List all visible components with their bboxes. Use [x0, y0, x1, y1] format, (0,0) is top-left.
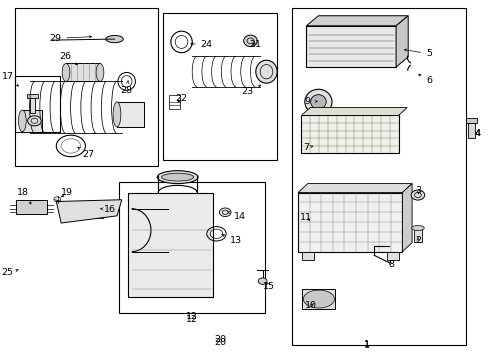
Polygon shape	[402, 184, 411, 252]
Text: 8: 8	[387, 260, 393, 269]
Bar	[77, 204, 103, 218]
Text: 21: 21	[249, 40, 261, 49]
Ellipse shape	[105, 36, 123, 42]
Text: 23: 23	[241, 85, 260, 95]
Text: 13: 13	[222, 234, 242, 246]
Text: 6: 6	[418, 74, 431, 85]
Ellipse shape	[411, 226, 424, 230]
Text: 12: 12	[186, 315, 198, 324]
Ellipse shape	[310, 95, 325, 109]
Bar	[66, 63, 100, 81]
Text: 5: 5	[404, 49, 431, 58]
Text: 29: 29	[49, 34, 91, 43]
Bar	[301, 116, 398, 153]
Bar	[163, 13, 277, 160]
Text: 19: 19	[61, 188, 73, 197]
Circle shape	[258, 278, 266, 284]
Polygon shape	[17, 200, 46, 215]
Bar	[291, 8, 466, 345]
Text: 12: 12	[186, 312, 198, 321]
Ellipse shape	[113, 102, 121, 127]
Bar	[302, 289, 335, 309]
Text: 20: 20	[214, 338, 226, 347]
Ellipse shape	[162, 173, 193, 181]
Polygon shape	[301, 108, 407, 116]
Bar	[128, 193, 213, 297]
Bar	[119, 182, 264, 313]
Polygon shape	[56, 200, 122, 223]
Circle shape	[28, 116, 41, 126]
Text: 22: 22	[175, 94, 187, 103]
Text: 24: 24	[190, 40, 212, 49]
Bar	[168, 95, 179, 109]
Bar	[297, 193, 402, 252]
Text: 2: 2	[414, 236, 420, 245]
Bar	[30, 98, 35, 113]
Bar	[466, 118, 476, 123]
Bar	[27, 94, 38, 98]
Bar	[386, 252, 398, 260]
Text: 20: 20	[214, 335, 226, 344]
Ellipse shape	[304, 89, 331, 114]
Circle shape	[219, 208, 230, 217]
Polygon shape	[395, 16, 407, 67]
Text: 10: 10	[305, 301, 317, 310]
Ellipse shape	[255, 60, 277, 83]
Ellipse shape	[96, 63, 103, 81]
Text: 4: 4	[474, 129, 480, 138]
Ellipse shape	[62, 63, 70, 81]
Text: 27: 27	[78, 147, 94, 159]
Text: 17: 17	[2, 72, 19, 86]
Bar	[15, 76, 60, 132]
Text: 14: 14	[227, 212, 245, 221]
Text: 9: 9	[304, 97, 317, 106]
Ellipse shape	[157, 171, 198, 184]
Bar	[305, 26, 395, 67]
Text: 1: 1	[363, 341, 369, 350]
Bar	[413, 228, 421, 242]
Bar	[15, 8, 158, 166]
Text: 7: 7	[303, 143, 312, 152]
Text: 1: 1	[363, 341, 369, 350]
Ellipse shape	[19, 110, 26, 132]
Text: 28: 28	[121, 80, 132, 95]
Text: 4: 4	[474, 129, 480, 138]
Polygon shape	[305, 16, 407, 26]
Text: 15: 15	[263, 282, 274, 291]
Circle shape	[410, 190, 424, 200]
Polygon shape	[297, 184, 411, 193]
Text: 18: 18	[17, 188, 31, 204]
Text: 26: 26	[59, 53, 77, 65]
Text: 3: 3	[414, 186, 421, 195]
Text: 25: 25	[2, 268, 18, 277]
Bar	[468, 123, 474, 138]
Text: 11: 11	[300, 213, 312, 222]
Bar	[301, 252, 313, 260]
Ellipse shape	[303, 290, 334, 308]
Ellipse shape	[243, 35, 257, 46]
Bar	[22, 110, 41, 132]
Bar	[117, 102, 143, 127]
Text: 16: 16	[101, 205, 116, 214]
